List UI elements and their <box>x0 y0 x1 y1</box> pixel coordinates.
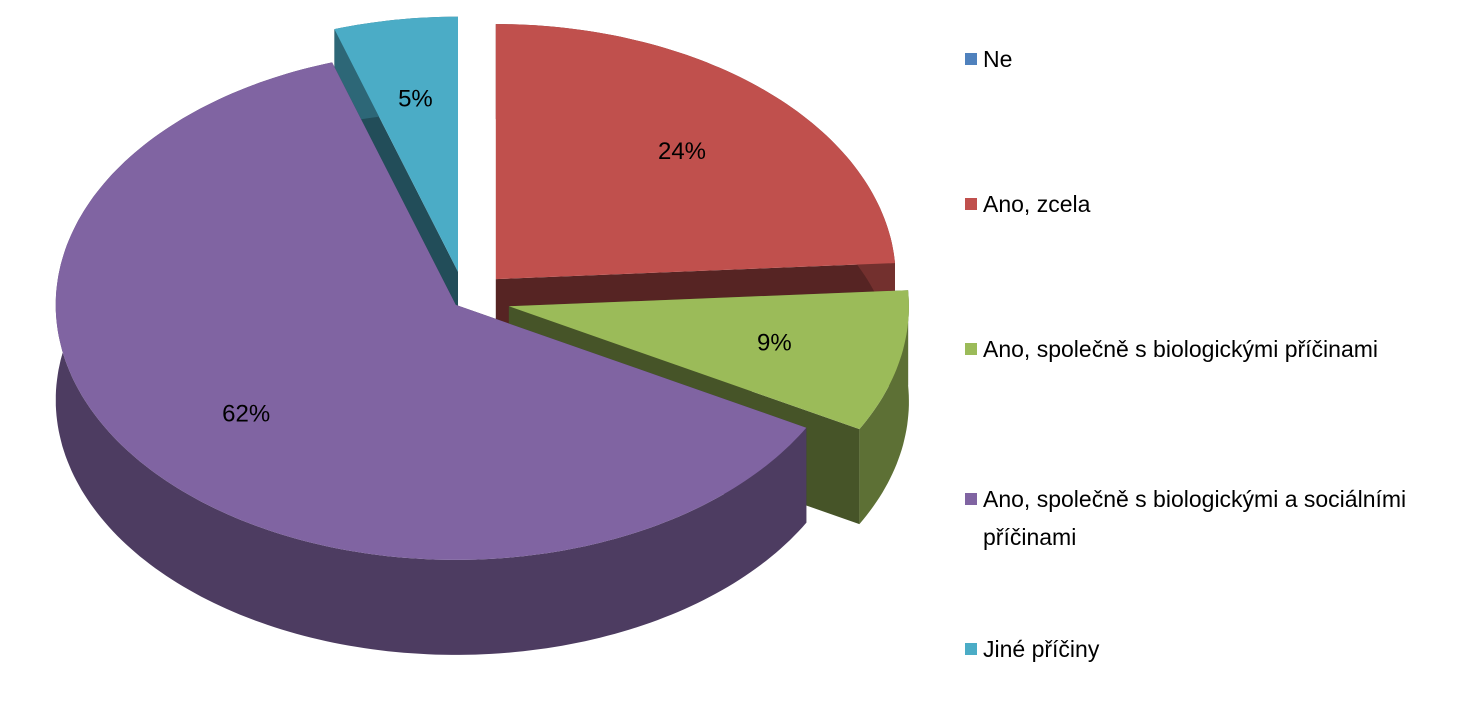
legend-label: Ne <box>983 46 1013 72</box>
slice <box>508 290 909 430</box>
slice <box>495 24 895 280</box>
data-label: 62% <box>222 401 270 428</box>
legend-entry: Ano, společně s biologickými příčinami <box>965 330 1465 368</box>
legend-entry: Ano, zcela <box>965 185 1465 223</box>
legend-swatch <box>965 343 977 355</box>
legend-label: Ano, zcela <box>983 191 1091 217</box>
legend-swatch <box>965 198 977 210</box>
data-label: 5% <box>398 86 433 113</box>
data-label: 9% <box>757 329 792 356</box>
legend-label: Jiné příčiny <box>983 636 1100 662</box>
legend-label: Ano, společně s biologickými a sociálním… <box>983 486 1407 550</box>
legend-entry: Ne <box>965 40 1465 78</box>
legend-swatch <box>965 493 977 505</box>
slice <box>55 62 807 560</box>
legend-swatch <box>965 643 977 655</box>
slice <box>334 16 458 272</box>
legend-entry: Jiné příčiny <box>965 630 1465 668</box>
data-label: 24% <box>658 138 706 165</box>
legend-entry: Ano, společně s biologickými a sociálním… <box>965 480 1465 556</box>
slice-side <box>859 290 909 525</box>
legend-label: Ano, společně s biologickými příčinami <box>983 336 1379 362</box>
chart: 24% 9% 62% 5% <box>55 16 909 655</box>
legend-swatch <box>965 53 977 65</box>
